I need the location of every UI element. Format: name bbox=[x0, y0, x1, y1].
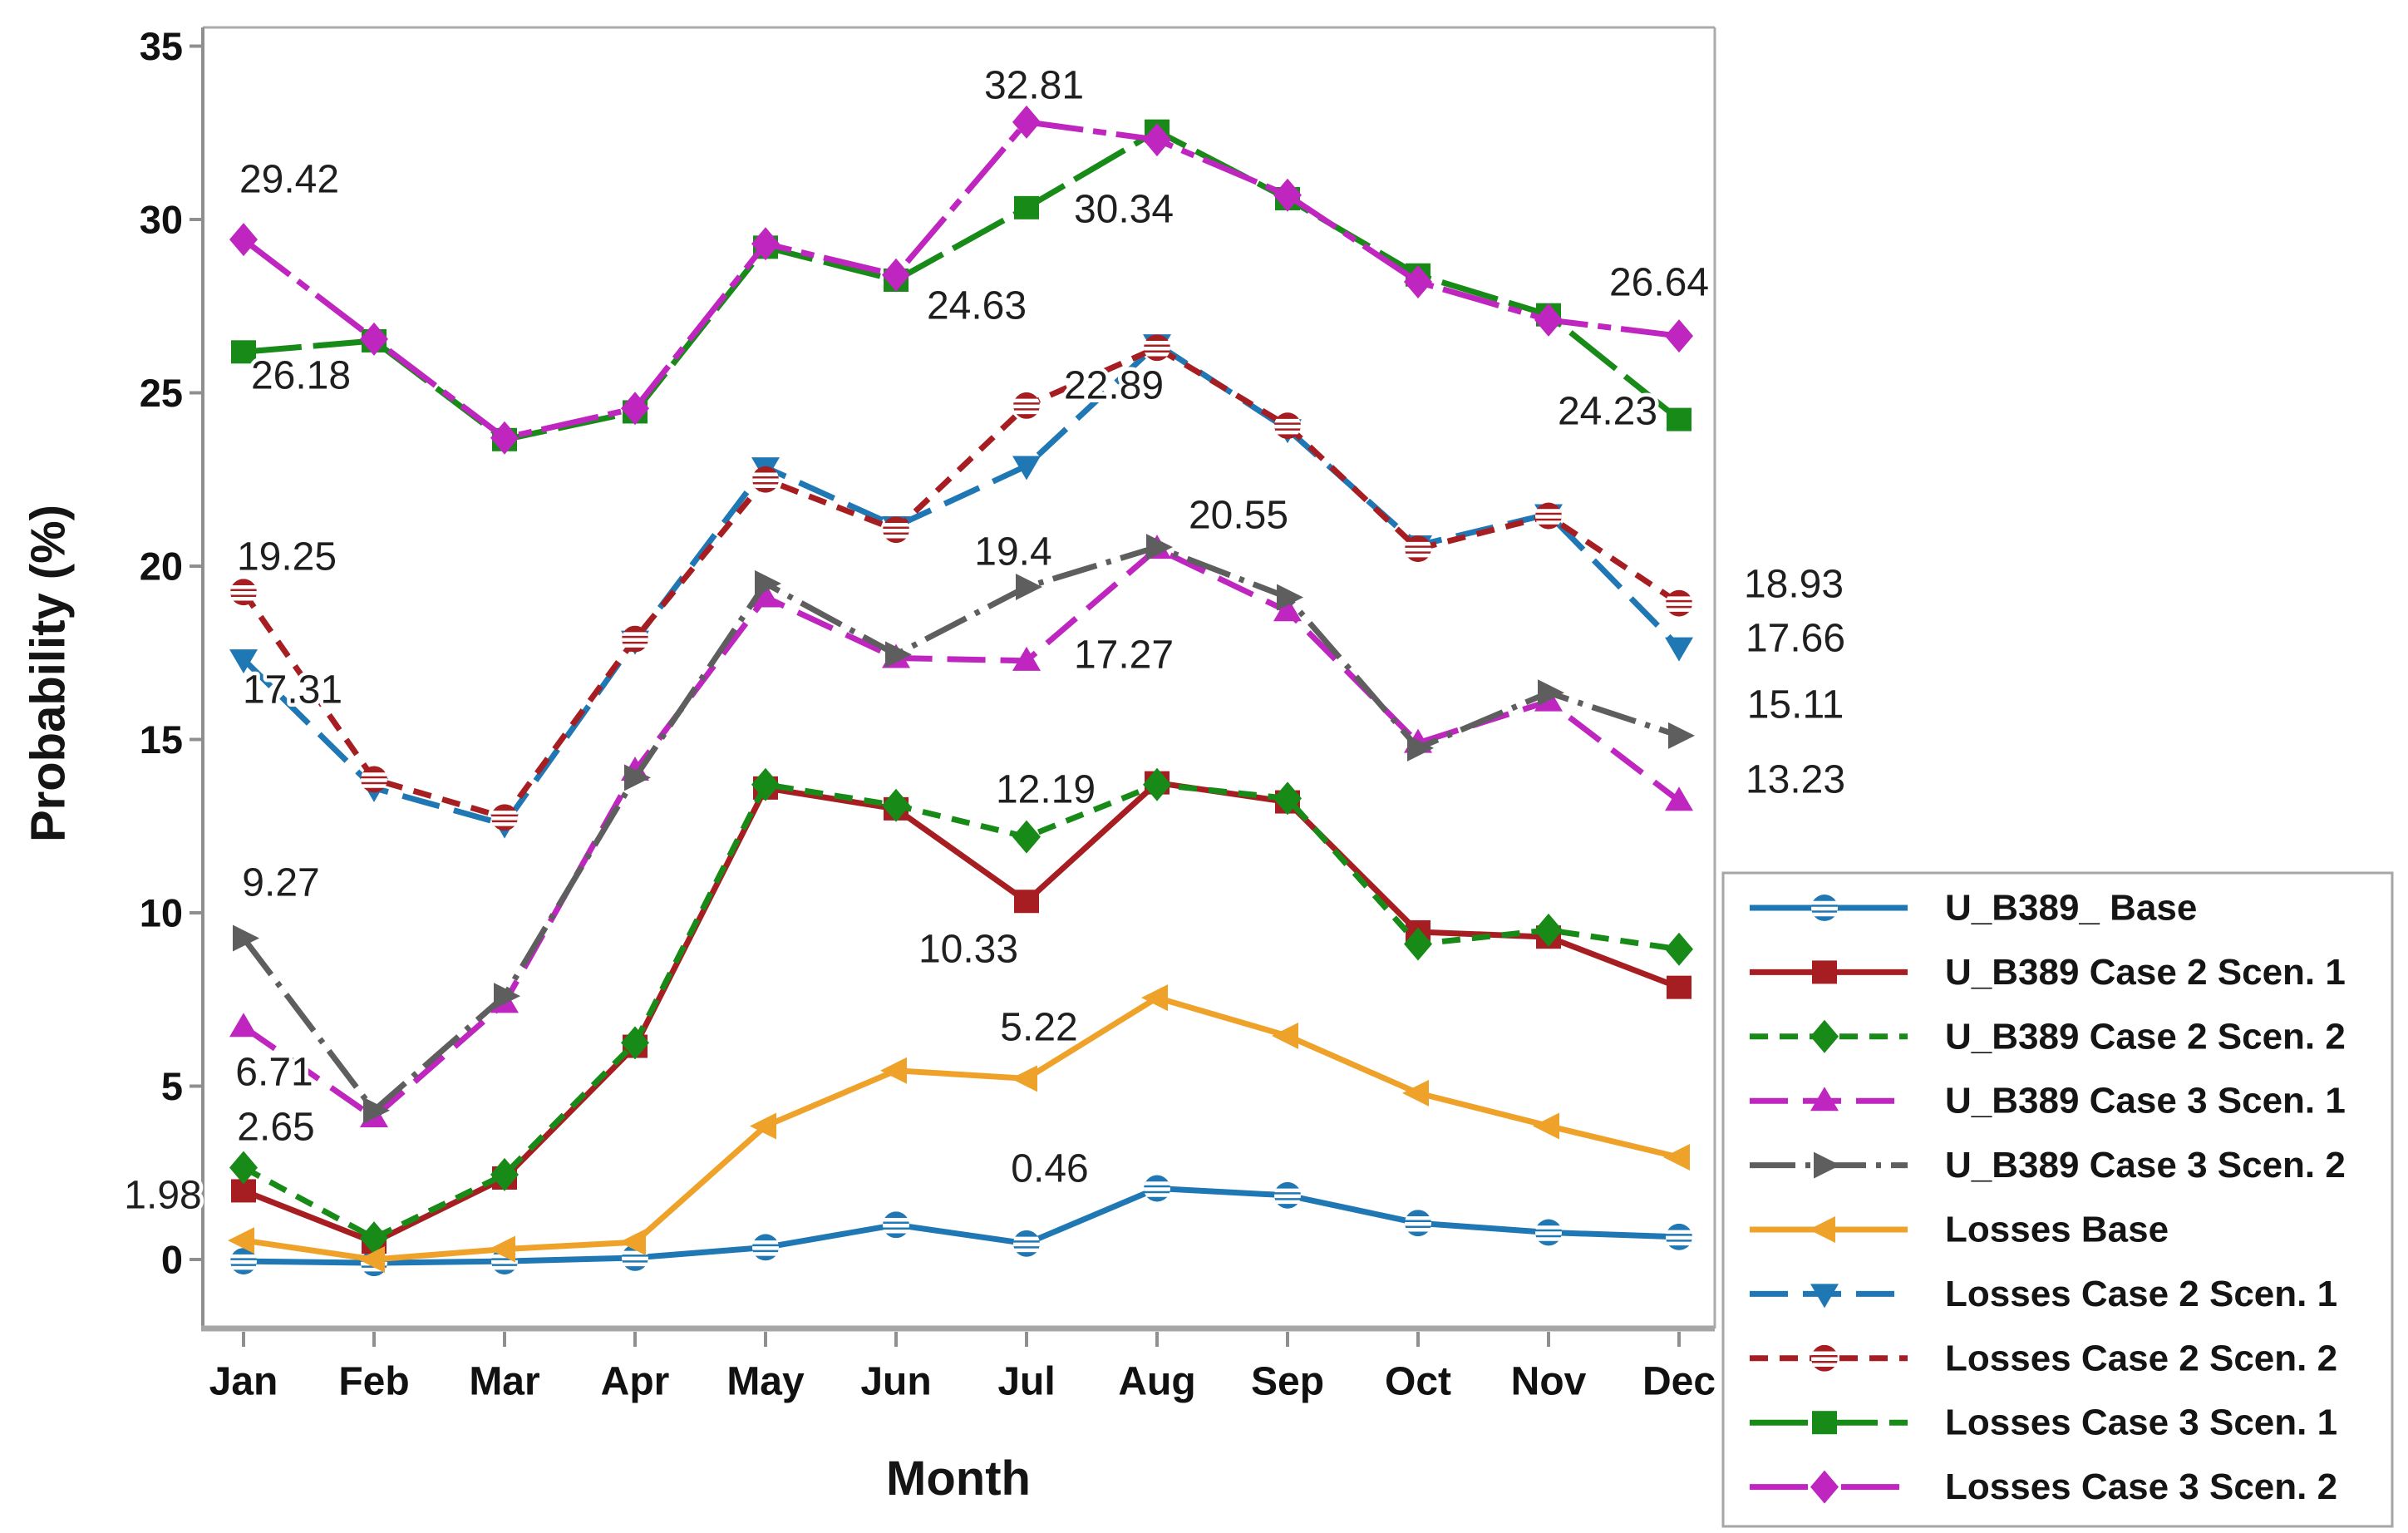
x-axis-title: Month bbox=[886, 1452, 1031, 1506]
legend-item-losses-case-2-scen-2: Losses Case 2 Scen. 2 bbox=[1750, 1338, 2337, 1378]
legend-item-u-b389-case-3-scen-1: U_B389 Case 3 Scen. 1 bbox=[1750, 1081, 2346, 1121]
series-u-b389-case-2-scen-1 bbox=[231, 771, 1692, 1254]
data-label: 26.64 bbox=[1609, 261, 1709, 305]
y-tick-label: 35 bbox=[140, 24, 183, 68]
series-losses-base bbox=[228, 984, 1690, 1273]
data-label: 1.98 bbox=[124, 1174, 201, 1218]
legend-label: U_B389 Case 3 Scen. 1 bbox=[1945, 1081, 2346, 1121]
y-tick-label: 10 bbox=[140, 891, 183, 935]
x-tick-label: Apr bbox=[601, 1360, 670, 1404]
x-tick-label: Jan bbox=[209, 1360, 278, 1404]
data-label: 17.31 bbox=[243, 668, 342, 712]
legend-item-losses-case-3-scen-1: Losses Case 3 Scen. 1 bbox=[1750, 1402, 2337, 1443]
y-tick-label: 25 bbox=[140, 371, 183, 415]
series-line-losses-case-2-scen-1 bbox=[241, 340, 1682, 828]
series-markers-u-b389-case-2-scen-1 bbox=[231, 771, 1692, 1254]
data-label: 24.63 bbox=[927, 284, 1027, 328]
data-label: 19.25 bbox=[237, 535, 337, 579]
data-label: 9.27 bbox=[242, 861, 319, 905]
legend-item-u-b389-case-2-scen-2: U_B389 Case 2 Scen. 2 bbox=[1750, 1016, 2346, 1057]
series-markers-u-b389-case-3-scen-2 bbox=[233, 534, 1695, 1124]
data-label: 13.23 bbox=[1746, 758, 1845, 802]
series-losses-case-3-scen-2 bbox=[229, 105, 1693, 455]
legend-label: Losses Case 3 Scen. 2 bbox=[1945, 1466, 2337, 1507]
legend-label: U_B389 Case 2 Scen. 2 bbox=[1945, 1016, 2346, 1057]
series-markers-losses-case-2-scen-1 bbox=[229, 334, 1693, 839]
x-tick-label: Jun bbox=[860, 1360, 931, 1404]
data-label: 17.27 bbox=[1074, 633, 1174, 678]
data-label: 20.55 bbox=[1189, 494, 1288, 538]
series-line-u-b389-case-2-scen-2 bbox=[242, 781, 1680, 1242]
legend-item-u-b389-base: U_B389_ Base bbox=[1750, 888, 2197, 929]
series-markers-u-b389-case-2-scen-2 bbox=[229, 767, 1693, 1255]
x-tick-label: Sep bbox=[1251, 1360, 1324, 1404]
series-markers-losses-case-2-scen-2 bbox=[230, 334, 1692, 831]
y-tick-label: 0 bbox=[161, 1238, 183, 1282]
y-axis-title: Probability (%) bbox=[21, 504, 76, 843]
series-losses-case-2-scen-2 bbox=[230, 334, 1692, 831]
legend-item-losses-base: Losses Base bbox=[1750, 1210, 2169, 1250]
data-label: 0.46 bbox=[1011, 1147, 1088, 1191]
x-tick-label: Aug bbox=[1118, 1360, 1195, 1404]
y-axis-ticks: 0 5 10 15 20 25 30 35 bbox=[140, 24, 203, 1282]
series-line-losses-case-3-scen-2 bbox=[241, 119, 1680, 441]
legend-label: Losses Case 2 Scen. 2 bbox=[1945, 1338, 2337, 1378]
data-label: 26.18 bbox=[251, 354, 351, 398]
legend-item-losses-case-3-scen-2: Losses Case 3 Scen. 2 bbox=[1750, 1466, 2337, 1507]
x-tick-label: Nov bbox=[1511, 1360, 1587, 1404]
legend-label: U_B389 Case 3 Scen. 2 bbox=[1945, 1145, 2346, 1185]
series-line-u-b389-base bbox=[243, 1185, 1680, 1266]
series-u-b389-case-2-scen-2 bbox=[229, 767, 1693, 1255]
data-label: 17.66 bbox=[1746, 617, 1845, 661]
data-label: 32.81 bbox=[984, 64, 1084, 108]
data-label: 18.93 bbox=[1744, 563, 1844, 607]
legend-item-u-b389-case-3-scen-2: U_B389 Case 3 Scen. 2 bbox=[1750, 1145, 2346, 1185]
series-line-losses-base bbox=[243, 994, 1680, 1263]
data-label: 24.23 bbox=[1558, 390, 1657, 434]
series-line-losses-case-2-scen-2 bbox=[241, 344, 1681, 821]
legend-item-losses-case-2-scen-1: Losses Case 2 Scen. 1 bbox=[1750, 1274, 2337, 1314]
y-tick-label: 15 bbox=[140, 717, 183, 762]
data-label: 15.11 bbox=[1747, 683, 1844, 727]
x-tick-label: Jul bbox=[997, 1360, 1055, 1404]
series-markers-losses-base bbox=[228, 984, 1690, 1273]
legend-label: Losses Case 2 Scen. 1 bbox=[1945, 1274, 2337, 1314]
x-tick-label: May bbox=[726, 1360, 805, 1404]
series-line-u-b389-case-3-scen-2 bbox=[241, 544, 1681, 1115]
series-u-b389-base bbox=[230, 1175, 1692, 1277]
data-label: 29.42 bbox=[239, 158, 339, 202]
y-tick-label: 30 bbox=[140, 198, 183, 242]
data-label: 10.33 bbox=[918, 928, 1018, 972]
legend-label: Losses Case 3 Scen. 1 bbox=[1945, 1402, 2337, 1443]
series-u-b389-case-3-scen-2 bbox=[233, 534, 1695, 1124]
data-labels: 29.42 26.18 19.25 17.31 9.27 6.71 2.65 1.98 32.8… bbox=[121, 60, 1849, 1221]
legend-label: Losses Base bbox=[1945, 1210, 2169, 1250]
data-label: 2.65 bbox=[237, 1106, 314, 1150]
series-line-u-b389-case-3-scen-1 bbox=[242, 545, 1682, 1121]
legend-item-u-b389-case-2-scen-1: U_B389 Case 2 Scen. 1 bbox=[1750, 952, 2346, 993]
data-label: 30.34 bbox=[1074, 188, 1174, 232]
series-losses-case-2-scen-1 bbox=[229, 334, 1693, 839]
y-tick-label: 20 bbox=[140, 545, 183, 589]
series-markers-losses-case-3-scen-2 bbox=[229, 105, 1693, 455]
legend-label: U_B389_ Base bbox=[1945, 888, 2197, 929]
y-tick-label: 5 bbox=[161, 1064, 183, 1108]
data-label: 22.89 bbox=[1064, 364, 1164, 408]
legend: U_B389_ Base U_B389 Case 2 Scen. 1 U_B389 … bbox=[1721, 871, 2394, 1528]
data-label: 19.4 bbox=[974, 530, 1051, 574]
x-tick-label: Dec bbox=[1642, 1360, 1716, 1404]
series-line-u-b389-case-2-scen-1 bbox=[242, 779, 1681, 1245]
data-label: 5.22 bbox=[1000, 1006, 1077, 1050]
legend-label: U_B389 Case 2 Scen. 1 bbox=[1945, 952, 2346, 993]
data-label: 12.19 bbox=[996, 768, 1096, 812]
data-label: 6.71 bbox=[235, 1051, 313, 1095]
x-axis-ticks: Jan Feb Mar Apr May Jun Jul Aug Sep Oct Nov Dec bbox=[209, 1332, 1716, 1404]
x-tick-label: Mar bbox=[469, 1360, 539, 1404]
x-tick-label: Feb bbox=[338, 1360, 409, 1404]
x-tick-label: Oct bbox=[1385, 1360, 1451, 1404]
